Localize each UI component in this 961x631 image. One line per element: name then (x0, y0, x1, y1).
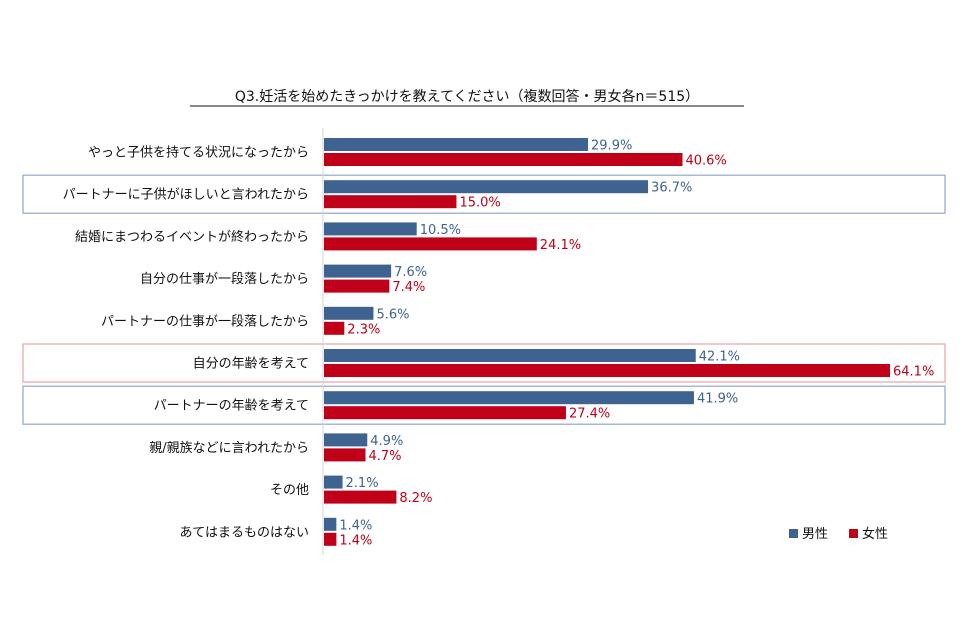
data-label-female: 27.4% (569, 407, 610, 422)
bar-male (324, 349, 696, 362)
bar-male (324, 475, 343, 489)
category-label: 親/親族などに言われたから (149, 440, 309, 456)
chart-title: Q3.妊活を始めたきっかけを教えてください（複数回答・男女各n＝515） (235, 88, 699, 105)
data-label-male: 1.4% (339, 518, 372, 533)
highlight-box-5 (22, 343, 946, 383)
bar-male (324, 517, 337, 531)
bar-female (324, 490, 397, 504)
highlight-box-6 (22, 385, 946, 425)
bar-female (324, 448, 366, 462)
data-label-female: 40.6% (685, 154, 726, 169)
bar-male (324, 433, 368, 447)
bar-male (324, 264, 392, 278)
bar-male (324, 391, 694, 405)
category-label: やっと子供を持てる状況になったから (88, 146, 309, 161)
legend-swatch-male (789, 529, 798, 538)
data-label-female: 4.7% (369, 449, 402, 464)
data-label-male: 10.5% (420, 223, 461, 238)
bar-male (324, 138, 589, 151)
data-label-male: 7.6% (394, 265, 427, 280)
data-label-female: 64.1% (893, 365, 934, 380)
data-label-male: 29.9% (591, 139, 632, 154)
bar-female (324, 321, 345, 335)
data-label-female: 1.4% (339, 533, 372, 548)
data-label-male: 41.9% (697, 392, 738, 407)
bars: やっと子供を持てる状況になったから 29.9% 40.6% パートナーに子供がほしいと… (63, 138, 934, 548)
data-label-female: 24.1% (540, 238, 581, 253)
bar-female (324, 279, 390, 293)
data-label-male: 5.6% (376, 307, 409, 322)
data-label-male: 42.1% (699, 350, 740, 365)
legend: 男性 女性 (789, 526, 888, 542)
data-label-male: 4.9% (370, 434, 403, 449)
data-label-female: 7.4% (392, 280, 425, 295)
category-label: パートナーに子供がほしいと言われたから (63, 188, 309, 203)
category-label: 自分の年齢を考えて (193, 357, 309, 372)
legend-swatch-female (849, 529, 858, 538)
data-label-male: 36.7% (651, 181, 692, 196)
highlight-box-1 (22, 174, 946, 214)
bar-female (324, 364, 890, 377)
category-label: あてはまるものはない (180, 525, 309, 540)
highlight-boxes (22, 174, 946, 425)
bar-female (324, 153, 683, 166)
bar-male (324, 222, 417, 236)
bar-female (324, 406, 566, 420)
legend-label-female: 女性 (862, 526, 888, 542)
data-label-male: 2.1% (346, 476, 379, 491)
category-label: 自分の仕事が一段落したから (140, 272, 309, 287)
bar-male (324, 180, 649, 194)
bar-female (324, 195, 457, 209)
category-label: パートナーの仕事が一段落したから (101, 314, 309, 329)
data-label-female: 15.0% (459, 196, 500, 211)
data-label-female: 2.3% (347, 322, 380, 337)
bar-male (324, 306, 374, 320)
legend-label-male: 男性 (802, 527, 828, 542)
category-label: パートナーの年齢を考えて (154, 399, 309, 414)
category-label: 結婚にまつわるイベントが終わったから (75, 229, 309, 245)
bar-female (324, 532, 337, 546)
bar-female (324, 237, 537, 251)
category-label: その他 (270, 483, 309, 498)
data-label-female: 8.2% (399, 491, 432, 506)
